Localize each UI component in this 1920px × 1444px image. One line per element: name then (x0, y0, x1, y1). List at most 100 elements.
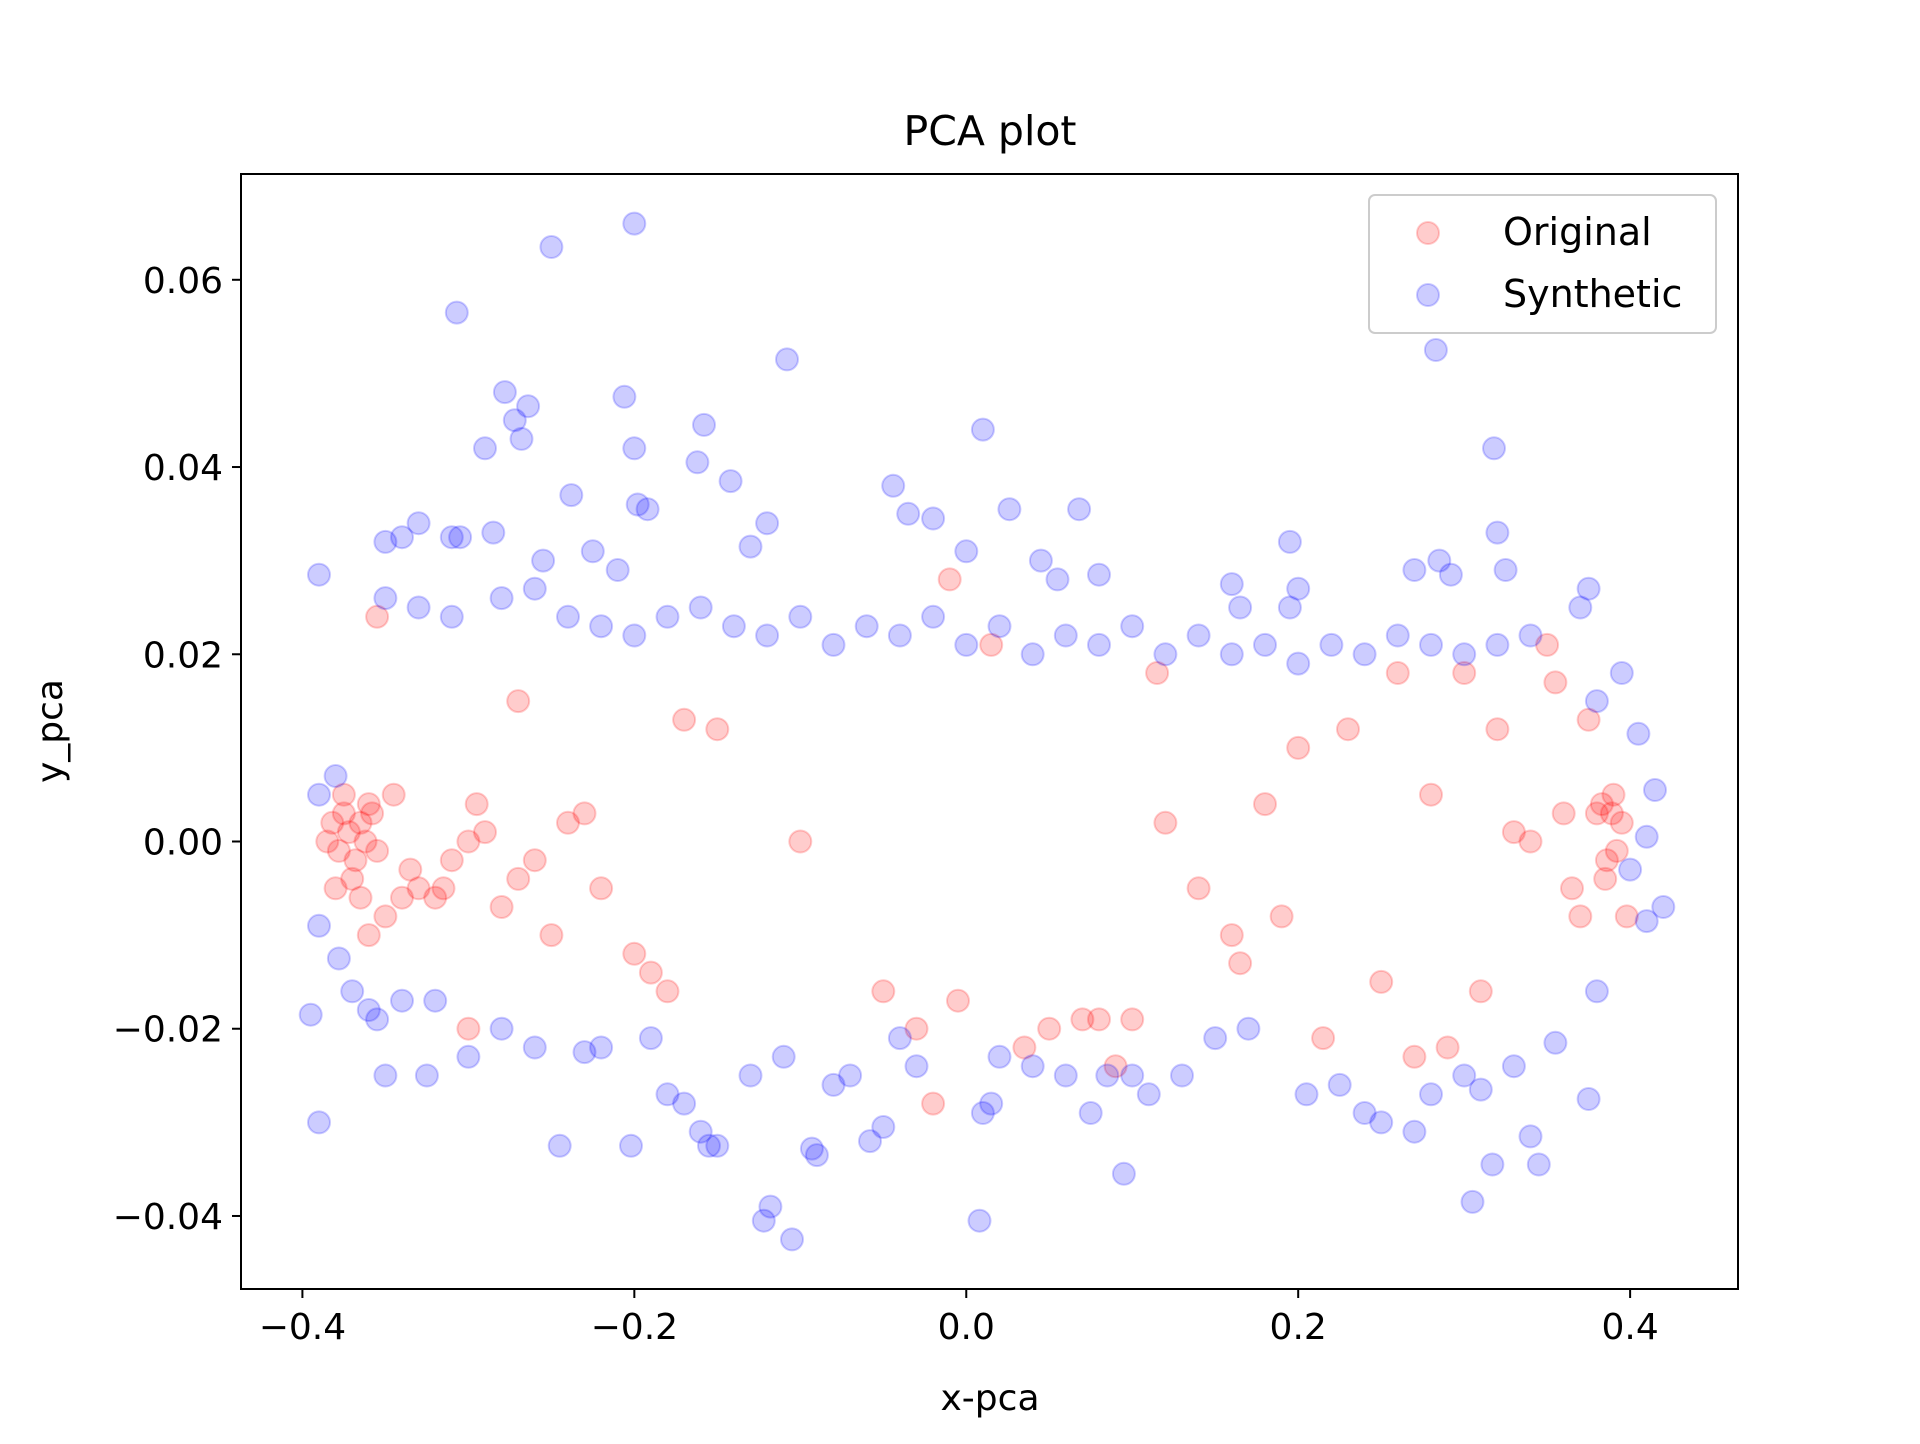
point-synthetic (788, 604, 813, 629)
point-synthetic (904, 1054, 929, 1079)
point-synthetic (1219, 642, 1244, 667)
point-synthetic (492, 380, 517, 405)
point-original (1576, 707, 1601, 732)
point-synthetic (635, 497, 660, 522)
point-synthetic (1219, 572, 1244, 597)
point-synthetic (1352, 642, 1377, 667)
point-synthetic (473, 436, 497, 461)
point-synthetic (390, 988, 414, 1013)
y-axis-label: y_pca (30, 679, 71, 783)
point-original (556, 810, 580, 835)
point-synthetic (1501, 1054, 1526, 1079)
point-original (1369, 969, 1394, 994)
point-synthetic (921, 506, 946, 531)
point-original (473, 820, 497, 845)
point-synthetic (559, 483, 584, 508)
point-synthetic (307, 782, 331, 807)
point-synthetic (1286, 651, 1311, 676)
point-synthetic (1543, 1030, 1568, 1055)
point-synthetic (502, 408, 527, 433)
point-synthetic (622, 623, 647, 648)
point-synthetic (1423, 338, 1448, 362)
point-synthetic (373, 529, 398, 554)
point-original (788, 829, 813, 854)
point-synthetic (1020, 642, 1045, 667)
point-synthetic (1020, 1054, 1045, 1079)
point-synthetic (755, 511, 780, 536)
point-synthetic (556, 604, 580, 629)
point-synthetic (1294, 1082, 1319, 1107)
point-synthetic (1609, 661, 1634, 685)
point-synthetic (1634, 824, 1659, 849)
point-synthetic (1385, 623, 1410, 648)
point-synthetic (1186, 623, 1211, 648)
point-original (398, 857, 423, 882)
point-synthetic (1402, 1119, 1427, 1144)
point-synthetic (1136, 1082, 1161, 1107)
point-synthetic (439, 525, 464, 550)
point-original (323, 876, 348, 901)
point-synthetic (1576, 1087, 1601, 1111)
point-synthetic (751, 1208, 776, 1233)
point-original (1336, 717, 1360, 742)
y-axis: −0.04 −0.02 0.00 0.02 0.04 0.06 (113, 261, 241, 1238)
point-synthetic (1493, 558, 1518, 582)
point-synthetic (1319, 632, 1344, 657)
point-synthetic (1427, 548, 1452, 573)
point-original (343, 848, 368, 873)
point-original (1560, 876, 1584, 901)
point-original (979, 632, 1004, 657)
x-axis: −0.4 −0.2 0.0 0.2 0.4 (259, 1289, 1659, 1348)
point-synthetic (298, 1002, 323, 1027)
point-synthetic (799, 1136, 824, 1161)
point-synthetic (1651, 895, 1676, 919)
point-synthetic (531, 548, 556, 573)
point-synthetic (1369, 1110, 1394, 1135)
point-original (904, 1016, 929, 1041)
point-synthetic (1153, 642, 1178, 667)
point-synthetic (612, 384, 637, 409)
point-synthetic (954, 632, 979, 657)
point-original (1253, 792, 1277, 817)
point-original (356, 923, 381, 948)
point-original (1614, 904, 1639, 929)
point-synthetic (1485, 632, 1510, 657)
point-synthetic (758, 1194, 783, 1219)
point-synthetic (896, 501, 921, 526)
point-synthetic (1468, 1077, 1493, 1102)
point-synthetic (1576, 576, 1601, 601)
point-original (336, 820, 361, 845)
point-original (439, 848, 464, 873)
point-synthetic (1277, 595, 1302, 620)
point-original (1228, 951, 1253, 976)
point-synthetic (1120, 614, 1145, 639)
point-original (353, 829, 378, 854)
point-original (1419, 782, 1443, 807)
y-tick-label: 0.00 (143, 823, 223, 864)
point-synthetic (625, 492, 650, 517)
chart-title: PCA plot (903, 107, 1076, 155)
point-original (331, 801, 356, 826)
y-tick-label: −0.02 (113, 1010, 223, 1051)
y-tick-label: 0.04 (143, 448, 223, 489)
point-original (506, 866, 531, 891)
point-synthetic (547, 1133, 572, 1158)
point-synthetic (1236, 1016, 1261, 1041)
point-synthetic (365, 1007, 390, 1032)
point-synthetic (605, 558, 630, 582)
point-original (1468, 979, 1493, 1004)
point-original (365, 604, 390, 629)
point-synthetic (655, 604, 680, 629)
point-original (572, 801, 597, 826)
point-synthetic (821, 1072, 846, 1097)
point-original (1385, 661, 1410, 685)
point-synthetic (1618, 857, 1643, 882)
point-original (456, 829, 481, 854)
x-axis-label: x-pca (941, 1378, 1040, 1419)
point-original (1518, 829, 1543, 854)
point-synthetic (697, 1133, 721, 1158)
point-synthetic (838, 1063, 863, 1088)
series-original (315, 567, 1639, 1116)
point-synthetic (692, 412, 716, 437)
